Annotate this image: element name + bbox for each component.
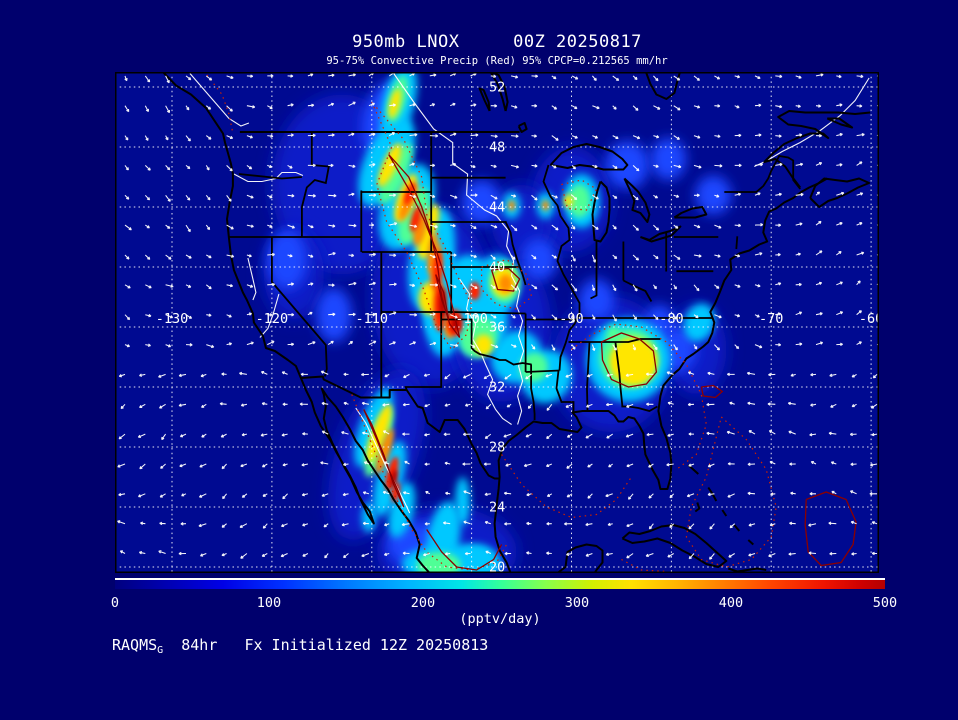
lat-label: 40 <box>489 260 505 276</box>
lat-label: 36 <box>489 320 505 336</box>
lon-label: -120 <box>256 311 289 327</box>
lon-label: -70 <box>759 311 783 327</box>
lat-label: 44 <box>489 200 505 216</box>
lon-label: -80 <box>659 311 683 327</box>
coastlines <box>161 72 871 573</box>
lat-label: 32 <box>489 380 505 396</box>
lon-label: -110 <box>356 311 389 327</box>
model-name: RAQMS <box>112 636 158 654</box>
lon-label: -130 <box>156 311 189 327</box>
run-details: 84hr Fx Initialized 12Z 20250813 <box>163 636 489 654</box>
lon-label: -90 <box>559 311 583 327</box>
colorbar-tick: 0 <box>110 595 120 611</box>
wind-arrows <box>117 72 879 560</box>
colorbar-gradient <box>115 580 885 589</box>
run-info: RAQMSG 84hr Fx Initialized 12Z 20250813 <box>112 636 488 656</box>
rivers <box>189 73 870 514</box>
graticule-labels: 52 48 44 40 36 32 28 24 20 -130 -120 -110 -100 -90 -80… <box>156 80 879 574</box>
colorbar-top-line <box>115 578 885 580</box>
plot-subtitle: 95-75% Convective Precip (Red) 95% CPCP=… <box>326 55 668 67</box>
precip-contours-dotted <box>206 74 777 573</box>
colorbar-tick: 500 <box>872 595 898 611</box>
precip-contours-solid <box>363 154 857 571</box>
lat-label: 48 <box>489 140 505 156</box>
lat-label: 52 <box>489 80 505 96</box>
lon-label: -100 <box>455 311 488 327</box>
colorbar-tick: 400 <box>718 595 744 611</box>
map-frame <box>115 72 879 573</box>
lat-label: 20 <box>489 560 505 574</box>
colorbar-tick: 200 <box>410 595 436 611</box>
colorbar-tick: 300 <box>564 595 590 611</box>
model-subscript: G <box>157 645 164 656</box>
lat-label: 24 <box>489 500 505 516</box>
colorbar-unit-label: (pptv/day) <box>459 611 541 627</box>
lon-label: -60 <box>859 311 879 327</box>
lat-label: 28 <box>489 440 505 456</box>
colorbar-tick: 100 <box>256 595 282 611</box>
map-plot: 52 48 44 40 36 32 28 24 20 -130 -120 -110 -100 -90 -80… <box>115 72 879 573</box>
plot-title: 950mb LNOX 00Z 20250817 <box>352 32 642 52</box>
